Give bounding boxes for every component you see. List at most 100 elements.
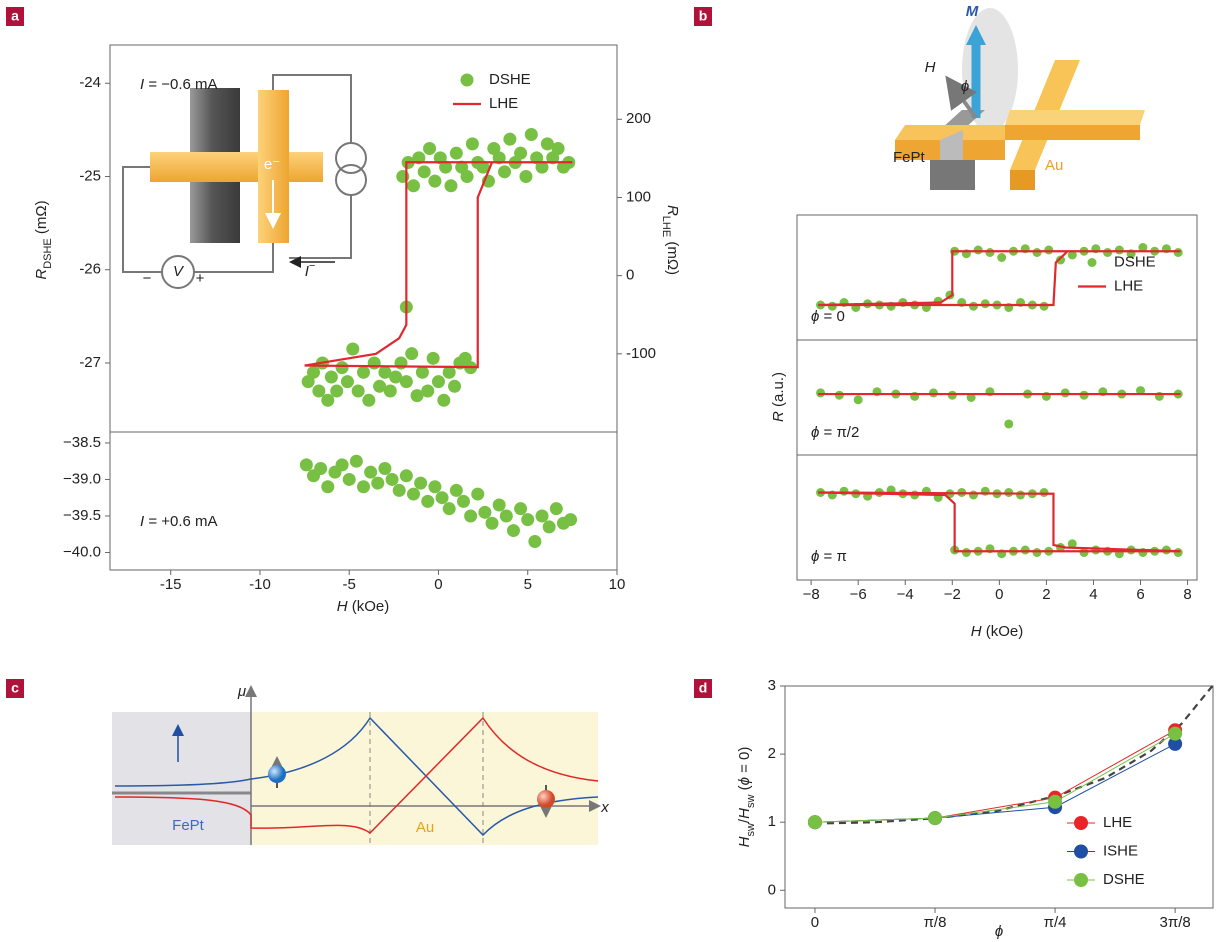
data-point — [336, 458, 349, 471]
text-part: (kOe) — [982, 623, 1024, 640]
data-point — [405, 347, 418, 360]
data-point — [428, 175, 441, 188]
legend-label: DSHE — [1103, 871, 1145, 888]
data-point — [997, 253, 1006, 262]
data-point — [1040, 302, 1049, 311]
text-part: ( — [736, 785, 753, 794]
data-point — [974, 246, 983, 255]
legend-label: LHE — [1103, 814, 1132, 831]
text-part: ϕ — [811, 424, 819, 441]
annotation: ϕ = π — [811, 548, 847, 565]
text-part: H — [971, 623, 982, 640]
annotation: ϕ = π/2 — [811, 424, 859, 441]
data-point — [416, 366, 429, 379]
data-point — [443, 502, 456, 515]
text-part: (kOe) — [348, 598, 390, 615]
mu-label: μ — [237, 683, 246, 700]
data-point — [1016, 491, 1025, 500]
data-point — [384, 384, 397, 397]
x-tick-label: −6 — [850, 586, 867, 603]
legend: DSHELHE — [453, 71, 531, 112]
figure: a b c d e⁻ V − + I− — [0, 0, 1221, 942]
chart: R (a.u.)ϕ = π/2 — [770, 340, 1197, 455]
panel-label: a — [11, 8, 19, 24]
data-point — [1004, 419, 1013, 428]
data-point — [981, 299, 990, 308]
data-point — [1033, 248, 1042, 257]
text-part: H — [736, 808, 753, 819]
y-tick-label: 3 — [768, 677, 776, 694]
data-point — [400, 469, 413, 482]
legend-marker — [461, 74, 474, 87]
au-label: Au — [1045, 157, 1063, 174]
text-part: (mΩ) — [33, 200, 50, 238]
data-point — [493, 499, 506, 512]
y2-tick-label: 200 — [626, 110, 651, 127]
x-tick-label: −4 — [897, 586, 914, 603]
data-point — [969, 491, 978, 500]
data-point — [1048, 795, 1062, 809]
data-point — [1168, 727, 1182, 741]
text-part: = π — [819, 548, 846, 565]
data-point — [444, 179, 457, 192]
x-axis-title: H (kOe) — [337, 598, 390, 615]
data-point — [330, 384, 343, 397]
x-tick-label: π/8 — [924, 914, 947, 931]
data-point — [450, 147, 463, 160]
data-point — [928, 811, 942, 825]
data-point — [371, 477, 384, 490]
plot-frame — [110, 432, 617, 570]
data-point — [407, 488, 420, 501]
terminal-label: − — [143, 270, 152, 287]
data-point — [386, 473, 399, 486]
data-point — [368, 356, 381, 369]
data-point — [464, 509, 477, 522]
data-point — [564, 513, 577, 526]
legend-marker — [1074, 816, 1088, 830]
data-point — [948, 391, 957, 400]
data-point — [341, 375, 354, 388]
data-point — [336, 361, 349, 374]
x-tick-label: 0 — [811, 914, 819, 931]
fept-label: FePt — [893, 149, 926, 166]
data-point — [346, 343, 359, 356]
chart: −40.0−39.5−39.0−38.5-15-10-50510H (kOe)I… — [63, 432, 625, 615]
y-tick-label: -27 — [79, 354, 101, 371]
data-point — [461, 170, 474, 183]
data-point — [525, 128, 538, 141]
text-part: = +0.6 mA — [144, 513, 217, 530]
data-point — [300, 458, 313, 471]
potential-diagram: μ x FePt Au — [112, 683, 609, 845]
y-tick-label: -25 — [79, 167, 101, 184]
data-point — [350, 455, 363, 468]
data-point — [503, 133, 516, 146]
panel-labels: a b c d — [6, 7, 712, 698]
data-point — [1174, 548, 1183, 557]
x-tick-label: 0 — [434, 576, 442, 593]
data-point — [521, 513, 534, 526]
text-part: = 0) — [736, 747, 753, 777]
y-tick-label: -24 — [79, 74, 101, 91]
data-point — [400, 375, 413, 388]
y-tick-label: 0 — [768, 881, 776, 898]
x-tick-label: 2 — [1042, 586, 1050, 603]
plot-frame — [797, 455, 1197, 580]
x-tick-label: 5 — [524, 576, 532, 593]
text-part: = −0.6 mA — [144, 76, 217, 93]
legend-label: DSHE — [1114, 253, 1156, 270]
text-part: R — [33, 269, 50, 280]
series-line — [815, 734, 1175, 823]
data-point — [432, 375, 445, 388]
text-part: H — [736, 836, 753, 847]
data-point — [364, 466, 377, 479]
data-point — [1080, 548, 1089, 557]
data-point — [1174, 248, 1183, 257]
data-point — [357, 366, 370, 379]
x-tick-label: -5 — [343, 576, 356, 593]
text-part: = π/2 — [819, 424, 859, 441]
data-point — [1021, 546, 1030, 555]
legend-label: ISHE — [1103, 842, 1138, 859]
text-part: − — [309, 260, 315, 272]
text-part: (a.u.) — [770, 372, 787, 411]
